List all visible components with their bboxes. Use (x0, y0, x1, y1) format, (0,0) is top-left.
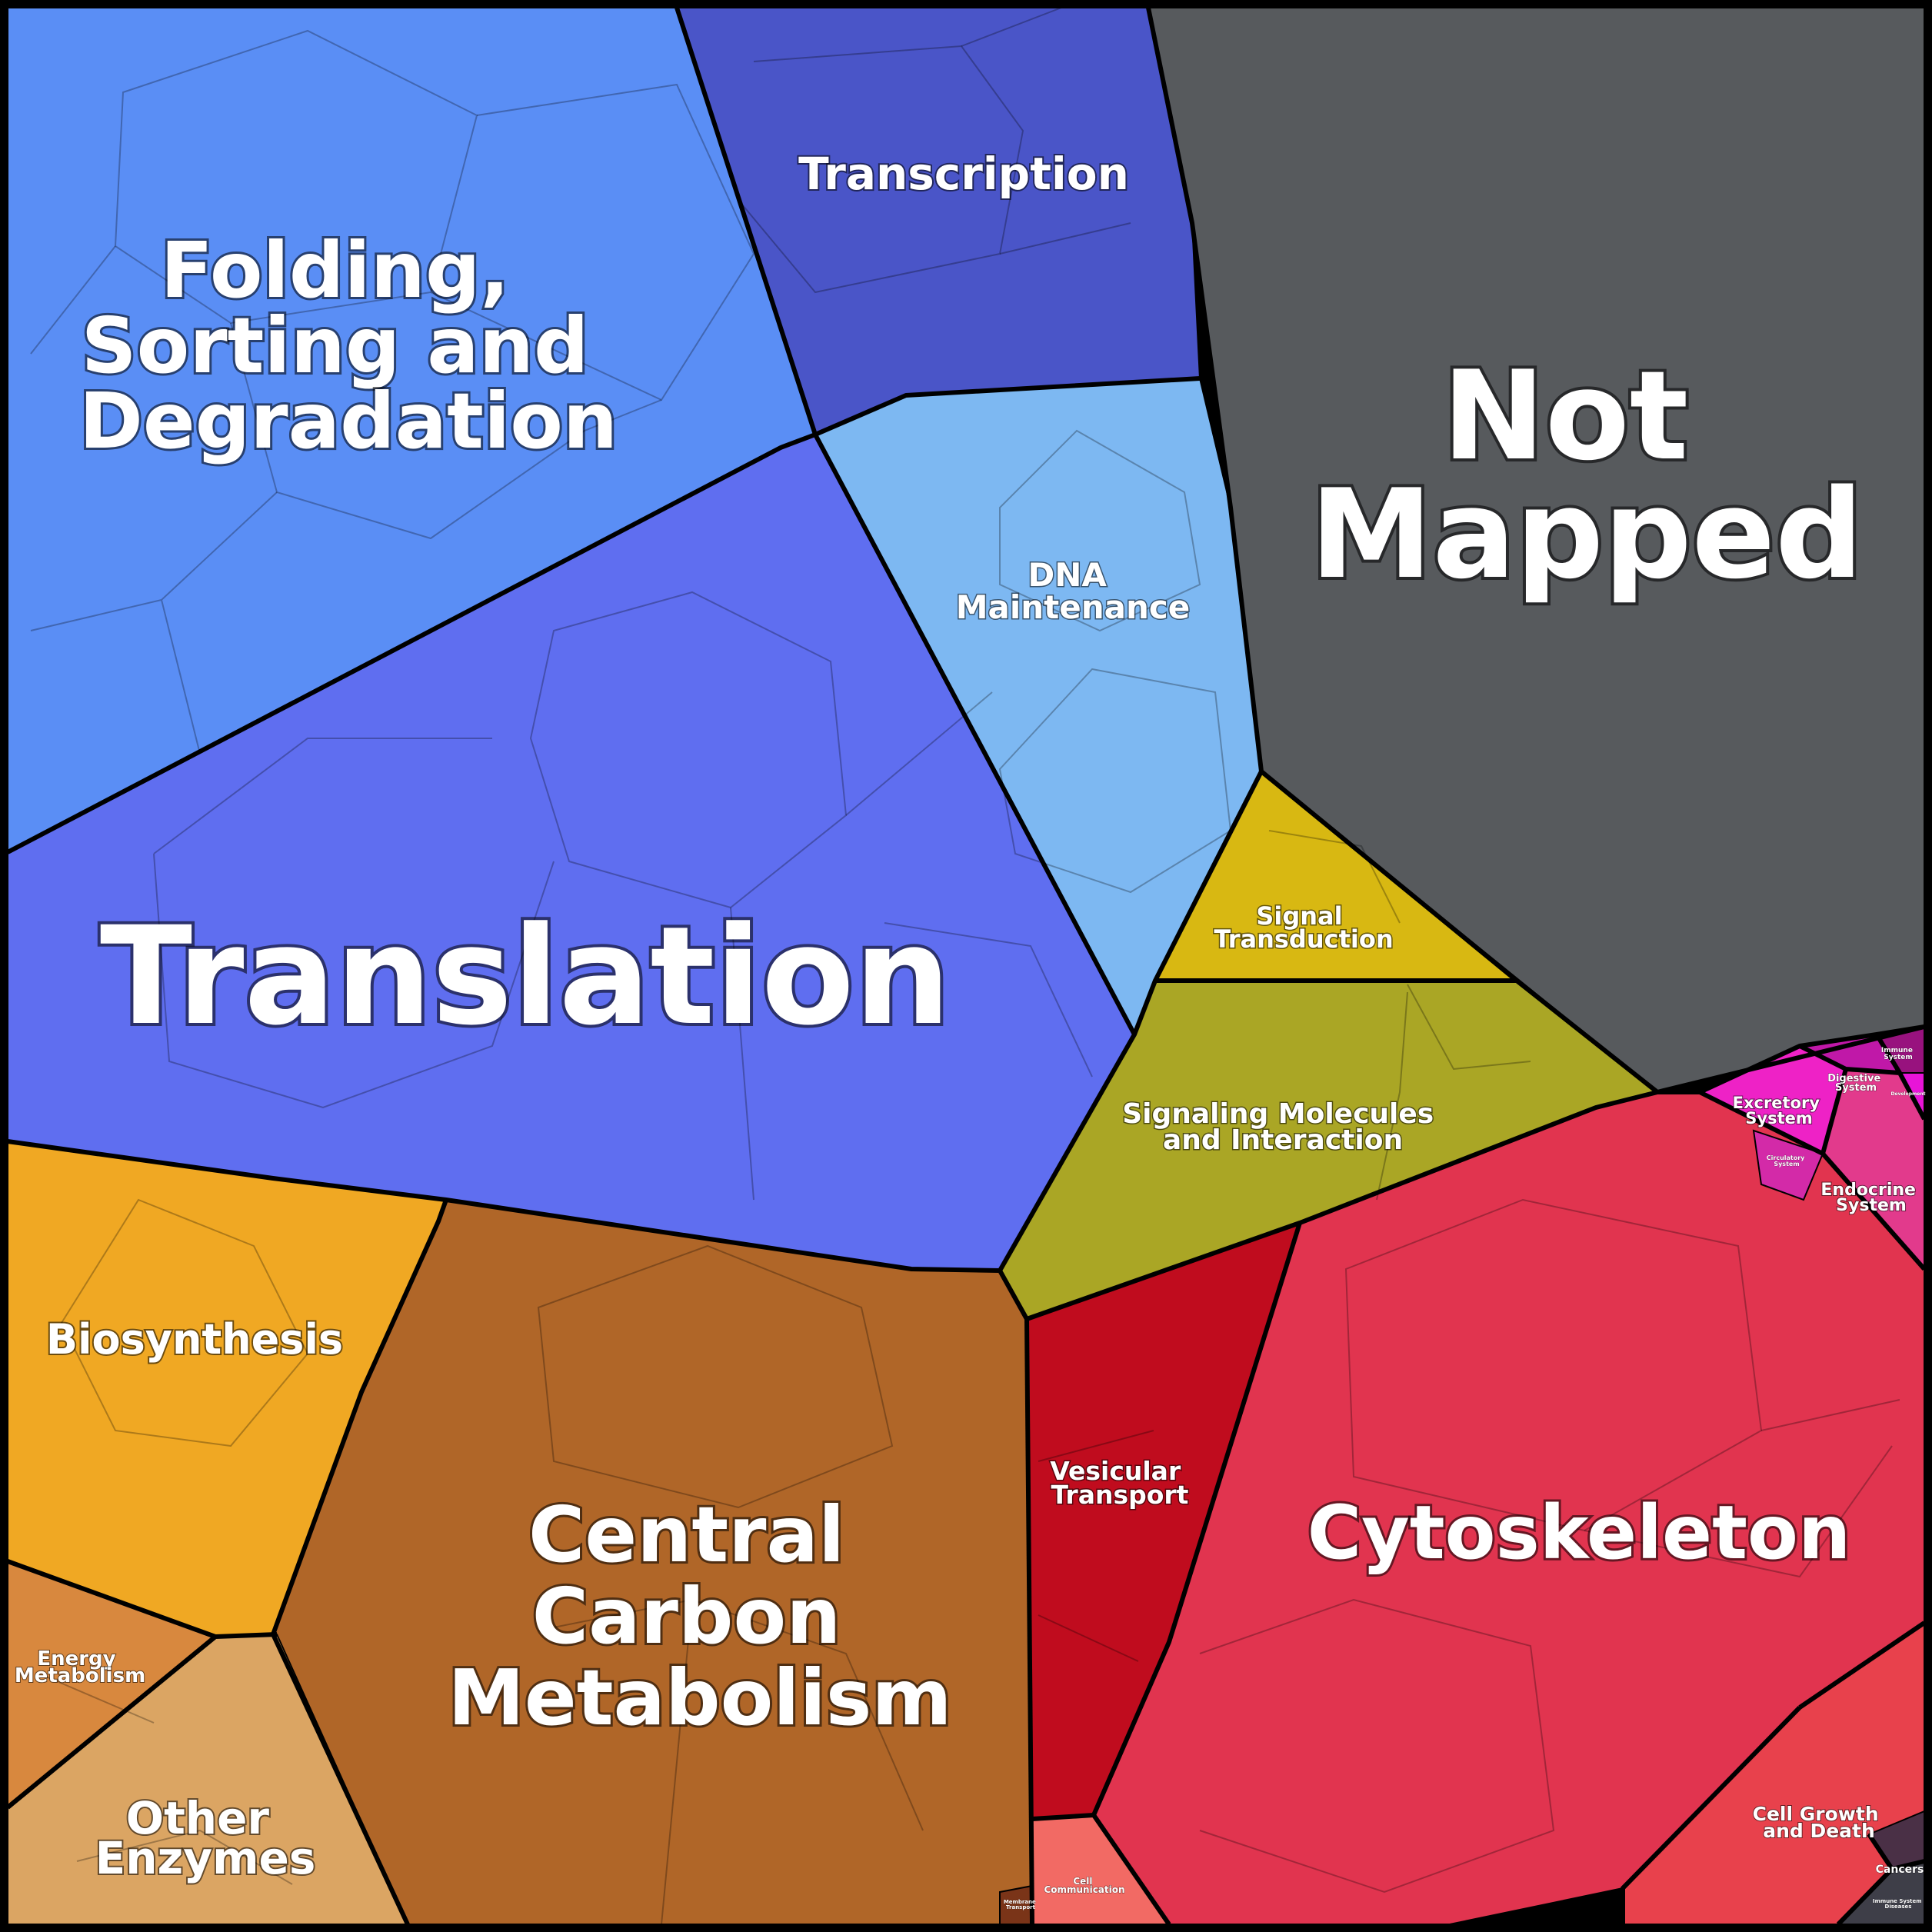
label-other-enzymes: Other Enzymes (95, 1792, 316, 1884)
label-circulatory: Circulatory System (1767, 1154, 1807, 1168)
subcell-lines (30, 7, 1900, 1925)
label-cytoskeleton: Cytoskeleton (1307, 1490, 1851, 1576)
label-membrane-transport: Membrane Transport (1004, 1899, 1038, 1910)
cell-circulatory (1752, 1129, 1824, 1201)
label-not-mapped: Not Mapped (1310, 344, 1863, 606)
label-central-carbon: Central Carbon Metabolism (448, 1490, 951, 1743)
label-development: Development (1891, 1091, 1926, 1097)
label-biosynthesis: Biosynthesis (46, 1315, 343, 1364)
label-translation: Translation (100, 898, 951, 1055)
label-signal-transduction: Signal Transduction (1214, 901, 1393, 954)
label-signaling-molecules: Signaling Molecules and Interaction (1122, 1098, 1444, 1156)
label-dna-maintenance: DNA Maintenance (956, 556, 1191, 626)
label-energy-metabolism: Energy Metabolism (15, 1647, 145, 1687)
label-transcription: Transcription (798, 148, 1129, 200)
label-cell-communication: Cell Communication (1044, 1876, 1124, 1895)
label-cancers: Cancers (1876, 1864, 1924, 1876)
category-borders (6, 7, 1927, 1927)
label-cell-growth: Cell Growth and Death (1753, 1803, 1886, 1842)
label-excretory: Excretory System (1733, 1094, 1826, 1128)
label-immune: Immune System (1881, 1047, 1915, 1061)
label-immune-diseases: Immune System Diseases (1873, 1898, 1924, 1910)
label-digestive: Digestive System (1827, 1073, 1884, 1094)
label-folding: Folding, Sorting and Degradation (79, 225, 618, 466)
label-endocrine: Endocrine System (1820, 1181, 1921, 1215)
label-vesicular-transport: Vesicular Transport (1050, 1456, 1189, 1510)
